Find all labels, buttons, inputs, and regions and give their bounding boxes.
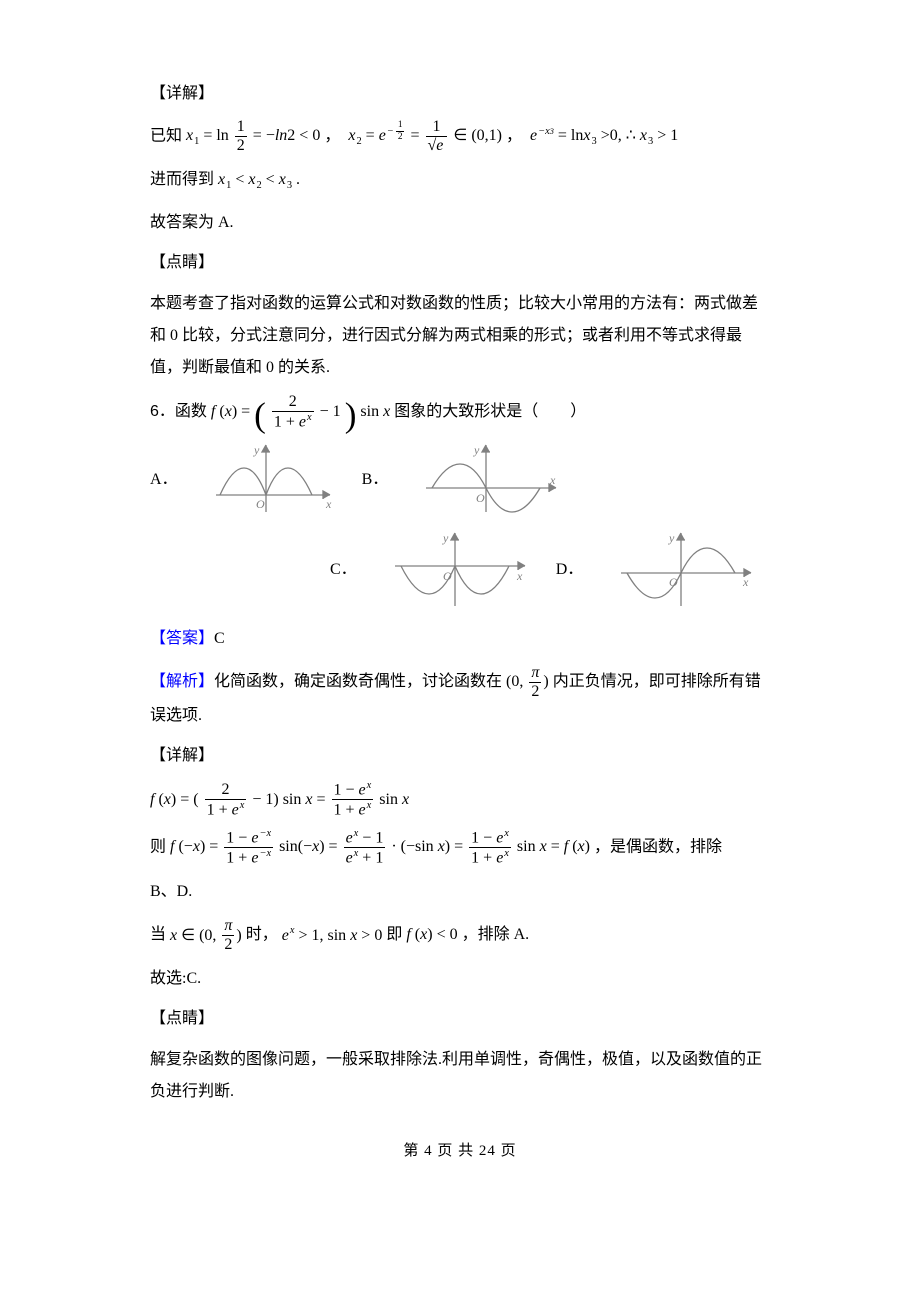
q6-detail-exclude1: B、D. — [150, 876, 770, 908]
sep: ， — [324, 127, 340, 144]
answer-value: C — [214, 630, 225, 647]
section-heading-comment-1: 【点睛】 — [150, 249, 770, 278]
svg-text:O: O — [256, 497, 265, 511]
q5-line3: 故答案为 A. — [150, 207, 770, 239]
math-expr: f (−x) = 1 − e−x1 + e−x sin(−x) = ex − 1… — [170, 838, 594, 855]
text: 函数 — [175, 403, 207, 420]
svg-text:x: x — [742, 575, 749, 589]
text: ，是偶函数，排除 — [594, 838, 722, 855]
q6-detail-eq1: f (x) = ( 21 + ex − 1) sin x = 1 − ex1 +… — [150, 781, 770, 819]
svg-text:x: x — [325, 497, 332, 511]
q6-detail-eq3: 当 x ∈ (0, π2) 时， ex > 1, sin x > 0 即 f (… — [150, 918, 770, 953]
math-expr: f (x) < 0 — [406, 927, 461, 944]
svg-text:y: y — [473, 443, 480, 457]
q6-analysis: 【解析】化简函数，确定函数奇偶性，讨论函数在 (0, π2) 内正负情况，即可排… — [150, 665, 770, 732]
q5-line1: 已知 x1 = ln 12 = −ln2 < 0 ， x2 = e−12 = 1… — [150, 119, 770, 154]
section-heading-comment-2: 【点睛】 — [150, 1005, 770, 1034]
q5-comment-body: 本题考查了指对函数的运算公式和对数函数的性质；比较大小常用的方法有：两式做差和 … — [150, 288, 770, 384]
page-footer: 第 4 页 共 24 页 — [150, 1138, 770, 1165]
text: 时， — [246, 927, 278, 944]
svg-text:x: x — [516, 569, 523, 583]
graph-a: x y O — [208, 440, 338, 520]
svg-text:y: y — [253, 443, 260, 457]
text: 已知 — [150, 127, 182, 144]
text: 即 — [386, 927, 402, 944]
svg-text:y: y — [668, 531, 675, 545]
q6-stem: 6．函数 f (x) = ( 21 + ex − 1 ) sin x 图象的大致… — [150, 394, 770, 430]
math-expr: f (x) = ( 21 + ex − 1 ) sin x — [211, 403, 394, 420]
option-label-a: A． — [150, 466, 178, 495]
q5-line2: 进而得到 x1 < x2 < x3 . — [150, 164, 770, 197]
section-heading-detail-1: 【详解】 — [150, 80, 770, 109]
math-expr: x2 = e−12 = 1√e ∈ (0,1) — [348, 127, 506, 144]
q6-detail-conclude: 故选:C. — [150, 963, 770, 995]
text: . — [296, 171, 300, 188]
option-label-c: C． — [330, 556, 357, 585]
text: 图象的大致形状是（ ） — [394, 403, 586, 420]
math-expr: ex > 1, sin x > 0 — [282, 927, 387, 944]
section-heading-detail-2: 【详解】 — [150, 742, 770, 771]
q6-options-row-1: A． x y O B． x y O — [150, 440, 770, 520]
math-expr: x1 < x2 < x3 — [218, 171, 292, 188]
svg-text:y: y — [442, 531, 449, 545]
math-expr: f (x) = ( 21 + ex − 1) sin x = 1 − ex1 +… — [150, 791, 409, 808]
text: 化简函数，确定函数奇偶性，讨论函数在 — [214, 673, 502, 690]
math-expr: x1 = ln 12 = −ln2 < 0 — [186, 127, 324, 144]
q6-answer: 【答案】C — [150, 623, 770, 655]
analysis-label: 【解析】 — [150, 673, 214, 690]
q6-options-row-2: C． x y O D． x y O — [150, 528, 770, 613]
text: 当 — [150, 927, 166, 944]
math-expr: x ∈ (0, π2) — [170, 927, 246, 944]
sep: ， — [506, 127, 522, 144]
q6-detail-eq2: 则 f (−x) = 1 − e−x1 + e−x sin(−x) = ex −… — [150, 829, 770, 867]
graph-b: x y O — [418, 440, 563, 520]
text: ，排除 A. — [462, 927, 530, 944]
graph-c: x y O — [387, 528, 532, 613]
svg-text:x: x — [549, 473, 556, 487]
math-expr: e−x3 = lnx3 >0, ∴ x3 > 1 — [530, 127, 678, 144]
svg-text:O: O — [443, 569, 452, 583]
math-expr: (0, π2) — [506, 673, 549, 690]
q6-comment-body: 解复杂函数的图像问题，一般采取排除法.利用单调性，奇偶性，极值，以及函数值的正负… — [150, 1044, 770, 1108]
q6-number: 6． — [150, 403, 175, 420]
text: 进而得到 — [150, 171, 214, 188]
option-label-d: D． — [556, 556, 584, 585]
option-label-b: B． — [362, 466, 389, 495]
graph-d: x y O — [613, 528, 758, 613]
answer-label: 【答案】 — [150, 630, 214, 647]
text: 则 — [150, 838, 166, 855]
svg-text:O: O — [476, 491, 485, 505]
svg-text:O: O — [669, 575, 678, 589]
